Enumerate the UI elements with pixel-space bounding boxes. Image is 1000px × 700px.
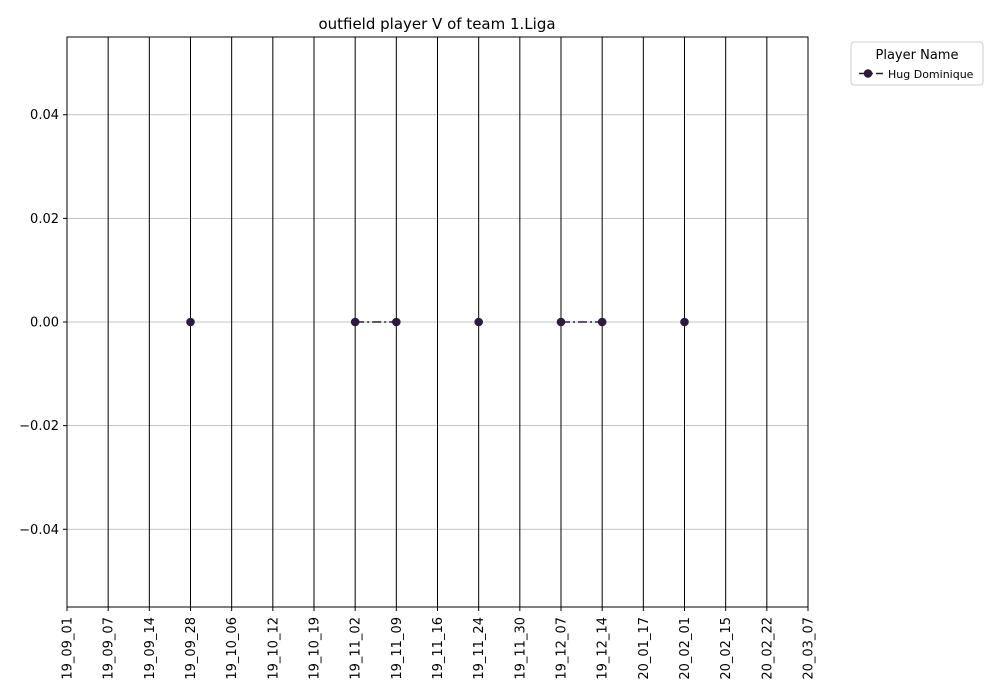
x-tick-label-17: 20_02_22 [760, 617, 775, 680]
x-tick-label-2: 19_09_14 [143, 617, 158, 680]
x-tick-label-14: 20_01_17 [637, 617, 652, 680]
data-point [350, 317, 360, 327]
legend-label: Hug Dominique [888, 68, 974, 81]
x-tick-label-5: 19_10_12 [266, 617, 281, 680]
x-tick-label-11: 19_11_30 [513, 617, 528, 680]
legend-marker [863, 69, 873, 78]
series-layer [186, 317, 689, 327]
legend-box [850, 41, 984, 86]
x-tick-label-16: 20_02_15 [719, 617, 734, 680]
legend-title: Player Name [876, 48, 959, 63]
x-tick-label-9: 19_11_16 [431, 617, 446, 680]
data-point [474, 317, 483, 327]
x-tick-label-18: 20_03_07 [802, 617, 817, 680]
y-tick-label-0: 0.04 [30, 108, 59, 123]
y-tick-label-3: −0.02 [19, 419, 59, 434]
data-point [680, 317, 689, 327]
x-tick-label-7: 19_11_02 [349, 617, 364, 680]
x-tick-label-13: 19_12_14 [596, 617, 611, 680]
legend: Player Name Hug Dominique [850, 41, 984, 86]
data-point [392, 317, 401, 327]
y-tick-label-1: 0.02 [30, 212, 59, 227]
chart-title: outfield player V of team 1.Liga [318, 15, 555, 33]
x-tick-label-0: 19_09_01 [61, 617, 76, 680]
y-tick-label-4: −0.04 [19, 523, 59, 538]
x-tick-label-4: 19_10_06 [225, 617, 240, 680]
x-tick-label-10: 19_11_24 [472, 617, 487, 680]
x-tick-label-15: 20_02_01 [678, 617, 693, 680]
data-point [556, 317, 566, 327]
series-0 [186, 317, 689, 327]
x-tick-label-3: 19_09_28 [184, 617, 199, 680]
x-tick-label-6: 19_10_19 [308, 617, 323, 680]
data-point [597, 317, 607, 327]
legend-entry: Hug Dominique [859, 68, 974, 81]
data-point [186, 317, 195, 327]
x-tick-label-1: 19_09_07 [102, 617, 117, 680]
y-axis: 0.04 0.02 0.00 −0.02 −0.04 [19, 108, 67, 538]
x-tick-label-12: 19_12_07 [555, 617, 570, 680]
y-tick-label-2: 0.00 [30, 316, 59, 331]
x-tick-label-8: 19_11_09 [390, 617, 405, 680]
x-axis: 19_09_01 19_09_07 19_09_14 19_09_28 19_10_06… [61, 607, 817, 680]
